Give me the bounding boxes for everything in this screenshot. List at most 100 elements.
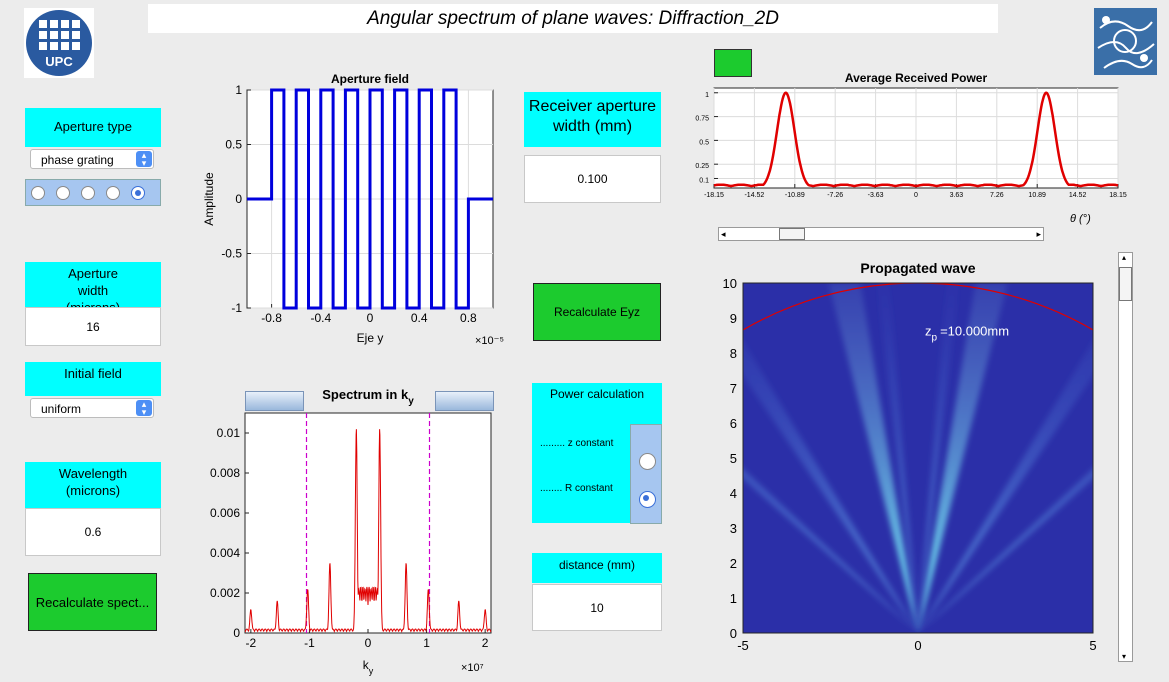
x-tick-label: -10.89 <box>785 192 805 199</box>
scroll-up-arrow-icon[interactable]: ▴ <box>1122 253 1127 262</box>
scroll-left-arrow-icon[interactable]: ◂ <box>721 229 726 239</box>
logo-dot <box>39 20 47 28</box>
logo-dot <box>72 20 80 28</box>
receiver-width-label: Receiver aperture width (mm) <box>524 92 661 147</box>
x-tick-label: 0.4 <box>411 311 428 325</box>
x-tick-label: -5 <box>737 638 749 653</box>
y-tick-label: 1 <box>730 591 737 606</box>
y-tick-label: 0.75 <box>695 116 709 123</box>
status-indicator <box>714 49 752 77</box>
y-tick-label: 0.5 <box>225 138 242 152</box>
chart-title: Aperture field <box>331 72 409 86</box>
y-tick-label: 0 <box>730 626 737 641</box>
distance-field[interactable]: 10 <box>532 584 662 631</box>
logo-dot <box>72 42 80 50</box>
x-axis-label: ky <box>363 658 374 676</box>
y-tick-label: -0.5 <box>221 247 242 261</box>
spectrum-left-slider[interactable] <box>245 391 304 411</box>
x-tick-label: 0 <box>367 311 374 325</box>
aperture-field-line <box>247 88 493 310</box>
aperture-type-select[interactable]: phase grating ▴ ▾ <box>30 149 154 169</box>
wave-background <box>743 283 1093 633</box>
y-tick-label: 10 <box>723 276 737 291</box>
x-tick-label: -14.52 <box>744 192 764 199</box>
chevron-updown-icon: ▴ ▾ <box>136 151 152 168</box>
aperture-field-chart: -0.8 -0.4 0 0.4 0.8 -1 -0.5 0 0.5 1 Aperture field… <box>202 72 504 347</box>
x-tick-label: 18.15 <box>1109 192 1127 199</box>
power-scrollbar[interactable]: ◂ ▸ <box>718 227 1044 241</box>
aperture-radio-4[interactable] <box>106 186 120 200</box>
y-tick-label: 0.25 <box>695 163 709 170</box>
x-tick-label: 3.63 <box>950 192 964 199</box>
x-axis-multiplier: ×10⁻⁵ <box>475 335 504 347</box>
x-tick-label: 0.8 <box>460 311 477 325</box>
plot-frame <box>742 282 1094 634</box>
aperture-radio-5[interactable] <box>131 186 145 200</box>
y-tick-label: 2 <box>730 556 737 571</box>
y-tick-label: 8 <box>730 346 737 361</box>
aperture-radio-3[interactable] <box>81 186 95 200</box>
wavelength-label: Wavelength (microns) <box>25 462 161 508</box>
x-tick-label: -3.63 <box>868 192 884 199</box>
window-title: Angular spectrum of plane waves: Diffrac… <box>148 4 998 33</box>
aperture-width-label: Aperture width (microns) <box>25 262 161 315</box>
logo-dot <box>39 42 47 50</box>
z-constant-radio[interactable] <box>639 453 656 470</box>
vertical-scroll-thumb[interactable] <box>1119 267 1132 301</box>
recalculate-spectrum-button[interactable]: Recalculate spect... <box>28 573 157 631</box>
y-tick-label: 4 <box>730 486 737 501</box>
chart-title: Average Received Power <box>845 71 988 85</box>
aperture-width-field[interactable]: 16 <box>25 307 161 346</box>
y-tick-label: 5 <box>730 451 737 466</box>
x-tick-label: 0 <box>914 638 921 653</box>
x-tick-label: -0.4 <box>310 311 331 325</box>
x-tick-label: 0 <box>365 636 372 650</box>
aperture-radio-1[interactable] <box>31 186 45 200</box>
initial-field-select[interactable]: uniform ▴ ▾ <box>30 398 154 418</box>
spectrum-right-slider[interactable] <box>435 391 494 411</box>
aperture-radio-2[interactable] <box>56 186 70 200</box>
y-tick-label: 1 <box>705 92 709 99</box>
y-tick-label: -1 <box>231 301 242 315</box>
x-tick-label: 14.52 <box>1069 192 1087 199</box>
y-tick-label: 0.004 <box>210 546 240 560</box>
r-constant-radio[interactable] <box>639 491 656 508</box>
y-tick-label: 0.008 <box>210 466 240 480</box>
x-axis-label: θ (°) <box>1070 213 1091 225</box>
logo-dot <box>61 42 69 50</box>
y-tick-label: 3 <box>730 521 737 536</box>
receiver-width-field[interactable]: 0.100 <box>524 155 661 203</box>
received-power-line <box>713 91 1119 188</box>
y-tick-label: 1 <box>235 83 242 97</box>
aperture-radio-group <box>25 179 161 206</box>
x-tick-label: -1 <box>304 636 315 650</box>
network-logo-icon <box>1097 16 1155 69</box>
distance-label: distance (mm) <box>532 553 662 583</box>
x-tick-label: -18.15 <box>704 192 724 199</box>
x-tick-label: -2 <box>246 636 257 650</box>
x-tick-label: 5 <box>1089 638 1096 653</box>
scroll-down-arrow-icon[interactable]: ▾ <box>1122 652 1127 661</box>
vertical-scrollbar[interactable]: ▴ ▾ <box>1118 252 1133 662</box>
y-tick-label: 0.01 <box>217 426 241 440</box>
chevron-updown-icon: ▴ ▾ <box>136 400 152 417</box>
x-tick-label: -7.26 <box>827 192 843 199</box>
logo-dot <box>50 42 58 50</box>
x-axis-label: Eje y <box>357 331 384 345</box>
power-radio-group <box>630 424 662 524</box>
logo-dot <box>61 31 69 39</box>
spectrum-line <box>244 429 492 633</box>
wavelength-field[interactable]: 0.6 <box>25 508 161 556</box>
logo-dot <box>72 31 80 39</box>
x-tick-label: 1 <box>423 636 430 650</box>
chart-title: Spectrum in ky <box>322 387 414 407</box>
y-tick-label: 0 <box>233 626 240 640</box>
x-tick-label: 2 <box>482 636 489 650</box>
recalculate-eyz-button[interactable]: Recalculate Eyz <box>533 283 661 341</box>
logo-dot <box>39 31 47 39</box>
scroll-right-arrow-icon[interactable]: ▸ <box>1036 229 1041 239</box>
y-tick-label: 6 <box>730 416 737 431</box>
x-axis-multiplier: ×10⁷ <box>461 662 484 674</box>
scroll-thumb[interactable] <box>779 228 805 240</box>
diffraction-beam <box>828 283 918 633</box>
